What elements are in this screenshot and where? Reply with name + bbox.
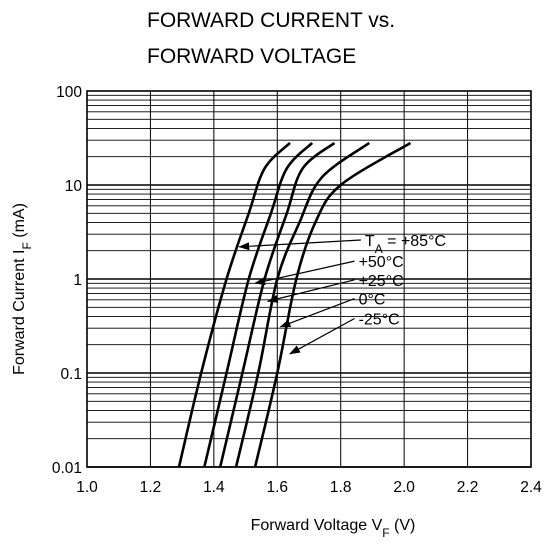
series-line-1	[203, 142, 314, 468]
y-tick-label: 100	[56, 84, 82, 101]
series-line-3	[234, 141, 371, 468]
y-tick-label: 1	[73, 272, 82, 289]
y-tick-label: 10	[65, 178, 83, 195]
x-tick-label: 1.4	[203, 479, 225, 496]
series-line-0	[177, 142, 291, 468]
series-line-4	[253, 141, 412, 468]
chart-title-line-2: FORWARD VOLTAGE	[147, 45, 357, 68]
y-tick-label: 0.01	[52, 460, 82, 477]
series-line-2	[218, 141, 336, 468]
series-arrow-3	[279, 297, 355, 328]
series-arrow-4	[289, 317, 355, 355]
series-label-3: 0°C	[359, 292, 386, 309]
series-arrow-1	[254, 260, 355, 286]
plot-frame	[86, 90, 532, 468]
series-arrow-2	[266, 279, 355, 303]
series-label-0: TA = +85°C	[365, 233, 446, 256]
x-axis-label: Forward Voltage VF (V)	[251, 517, 416, 540]
series-label-4: -25°C	[359, 312, 400, 329]
x-tick-label: 1.8	[330, 479, 352, 496]
series-label-1: +50°C	[359, 254, 404, 271]
x-tick-label: 1.6	[267, 479, 289, 496]
y-tick-label: 0.1	[60, 366, 82, 383]
series-arrow-0	[238, 239, 361, 251]
series-label-2: +25°C	[359, 273, 404, 290]
x-tick-label: 1.2	[140, 479, 162, 496]
x-tick-label: 2.0	[393, 479, 415, 496]
chart-title-line-1: FORWARD CURRENT vs.	[147, 9, 396, 32]
x-tick-label: 2.4	[520, 479, 542, 496]
x-tick-label: 2.2	[457, 479, 479, 496]
y-axis-label: Forward Current IF (mA)	[11, 203, 34, 375]
x-tick-label: 1.0	[76, 479, 98, 496]
